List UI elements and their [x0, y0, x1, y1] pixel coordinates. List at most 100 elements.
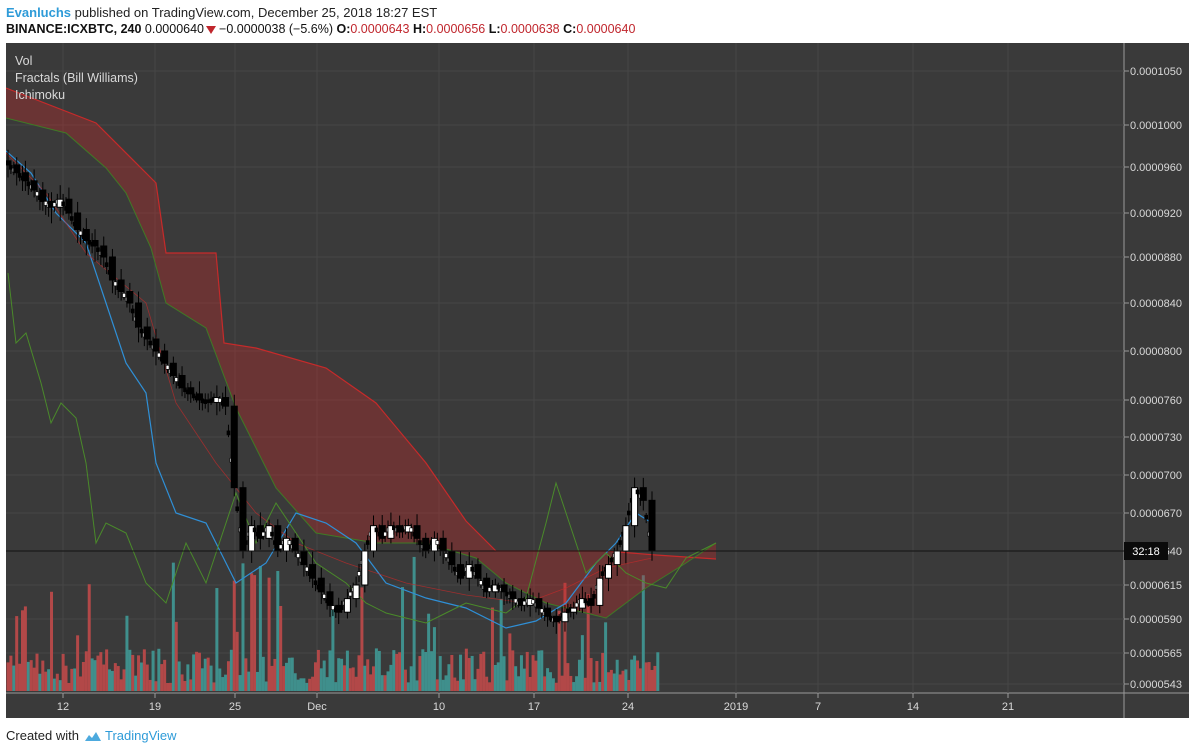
volume-bar	[90, 658, 94, 691]
legend-fractals[interactable]: Fractals (Bill Williams)	[15, 71, 138, 85]
candle-body	[183, 387, 187, 393]
volume-bar	[479, 653, 483, 691]
volume-bar	[461, 679, 465, 691]
volume-bar	[279, 606, 283, 691]
volume-bar	[9, 655, 13, 691]
time-axis-background[interactable]	[6, 693, 1189, 718]
candle-body	[635, 489, 640, 495]
candle-body	[261, 531, 266, 537]
volume-bar	[609, 669, 613, 691]
volume-bar	[456, 680, 460, 691]
candle-body	[352, 584, 360, 600]
candle-body	[78, 230, 83, 236]
candle-body	[39, 189, 47, 202]
candle-body	[448, 550, 456, 566]
candle-body	[226, 430, 231, 436]
volume-bar	[546, 668, 550, 691]
candle-body	[200, 398, 205, 404]
volume-bar	[412, 556, 416, 691]
candle-body	[278, 544, 283, 550]
candle-body	[409, 527, 414, 533]
candle-body	[574, 602, 579, 608]
candle-body	[235, 506, 239, 512]
volume-bar	[522, 668, 526, 691]
candle-body	[561, 611, 569, 623]
price-chart[interactable]: 0.0001050 0.0001000 0.0000960 0.0000920 0.00…	[4, 43, 1189, 718]
volume-bar	[618, 674, 622, 691]
volume-bars	[6, 556, 660, 691]
candle-body	[500, 584, 508, 593]
cloud-fill	[6, 88, 716, 618]
volume-bar	[360, 587, 364, 691]
candle-body	[26, 181, 31, 187]
price-axis-background[interactable]	[1124, 43, 1189, 693]
tradingview-brand: TradingView	[104, 728, 177, 743]
candle-body	[291, 537, 299, 552]
candle-body	[383, 531, 387, 537]
footer: Created with TradingView	[6, 728, 177, 743]
candle-body	[435, 540, 440, 545]
chikou-span-line	[7, 272, 717, 624]
volume-bar	[369, 674, 373, 691]
candle-body	[639, 487, 647, 501]
candlesticks	[4, 149, 656, 634]
high-label: H:	[412, 22, 427, 36]
volume-bar	[253, 575, 257, 691]
volume-bar	[12, 665, 16, 691]
volume-bar	[604, 622, 608, 691]
candle-body	[609, 557, 614, 563]
volume-bar	[79, 676, 83, 691]
volume-bar	[348, 668, 352, 691]
volume-bar	[157, 648, 161, 691]
candle-body	[496, 584, 501, 590]
tradingview-logo[interactable]: TradingView	[83, 728, 177, 743]
volume-bar	[235, 631, 239, 691]
volume-bar	[374, 648, 378, 691]
candle-body	[70, 216, 74, 221]
candle-body	[361, 550, 369, 586]
volume-bar	[528, 676, 532, 691]
legend-ichimoku[interactable]: Ichimoku	[15, 88, 66, 102]
candle-body	[539, 608, 544, 614]
volume-bar	[189, 679, 193, 691]
candle-body	[348, 591, 353, 597]
volume-bar	[215, 588, 219, 691]
volume-bar	[145, 664, 149, 691]
candle-body	[43, 201, 48, 206]
volume-bar	[540, 650, 544, 691]
volume-bar	[174, 621, 178, 691]
chart-area[interactable]: 0.0001050 0.0001000 0.0000960 0.0000920 0.00…	[4, 43, 1189, 718]
candle-body	[174, 377, 179, 382]
volume-bar	[403, 669, 407, 691]
legend-vol[interactable]: Vol	[15, 54, 33, 68]
price-tick-label: 0.0001000	[1130, 120, 1182, 132]
grid-lines	[6, 43, 1124, 693]
volume-bar	[250, 573, 254, 691]
candle-body	[548, 615, 553, 621]
author-link[interactable]: Evanluchs	[6, 5, 72, 20]
volume-bar	[572, 682, 576, 691]
volume-bar	[635, 660, 639, 691]
volume-bar	[511, 650, 515, 691]
candle-body	[296, 553, 300, 558]
candle-body	[165, 365, 170, 370]
volume-bar	[160, 664, 164, 691]
volume-bar	[377, 650, 381, 691]
candle-body	[17, 173, 22, 178]
volume-bar	[84, 651, 88, 691]
candle-body	[61, 201, 65, 207]
candle-body	[300, 550, 308, 566]
candle-body	[343, 598, 351, 613]
volume-bar	[467, 658, 471, 691]
volume-bar	[38, 673, 42, 691]
volume-bar	[601, 652, 605, 691]
time-tick-label: 14	[907, 701, 919, 713]
volume-bar	[192, 654, 196, 691]
publish-info: Evanluchs published on TradingView.com, …	[6, 5, 437, 20]
candle-body	[252, 527, 257, 533]
volume-bar	[305, 682, 309, 691]
time-tick-label: 7	[815, 701, 821, 713]
volume-bar	[447, 664, 451, 691]
volume-bar	[548, 672, 552, 691]
candle-body	[87, 240, 92, 245]
